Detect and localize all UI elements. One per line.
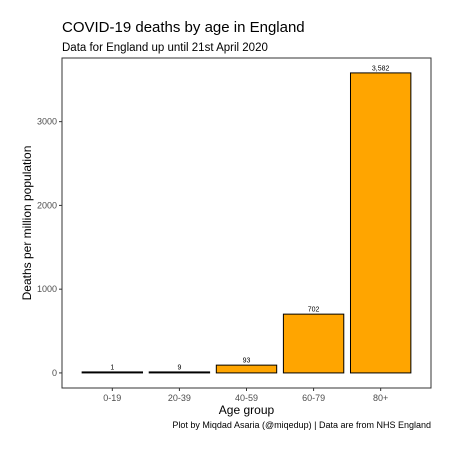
data-label-20-39: 9 (177, 364, 181, 371)
bar-40-59 (215, 364, 278, 374)
bar-80+ (349, 72, 412, 374)
bar-0-19 (81, 371, 144, 374)
bar-60-79 (282, 313, 345, 374)
y-axis-title: Deaths per million population (20, 146, 34, 301)
x-tick-label-20-39: 20-39 (168, 393, 191, 403)
y-axis: 0 1000 2000 3000 (37, 117, 62, 378)
chart-title: COVID-19 deaths by age in England (62, 19, 305, 36)
x-tick-label-60-79: 60-79 (302, 393, 325, 403)
bar-20-39 (148, 371, 211, 374)
x-axis: 0-19 20-39 40-59 60-79 80+ (103, 388, 388, 403)
y-tick-label-0: 0 (52, 368, 57, 378)
data-label-60-79: 702 (308, 307, 320, 314)
y-tick-label-1000: 1000 (37, 284, 57, 294)
chart-subtitle: Data for England up until 21st April 202… (62, 42, 268, 54)
x-tick-label-40-59: 40-59 (235, 393, 258, 403)
y-tick-label-2000: 2000 (37, 200, 57, 210)
y-tick-label-3000: 3000 (37, 117, 57, 127)
x-axis-title: Age group (219, 403, 275, 417)
data-label-80+: 3,582 (372, 65, 390, 72)
data-label-0-19: 1 (110, 364, 114, 371)
x-tick-label-0-19: 0-19 (103, 393, 121, 403)
bars-layer: 1 9 93 702 3,582 (81, 65, 412, 374)
data-label-40-59: 93 (243, 358, 251, 365)
chart-caption: Plot by Miqdad Asaria (@miqedup) | Data … (172, 420, 431, 430)
x-tick-label-80+: 80+ (373, 393, 388, 403)
